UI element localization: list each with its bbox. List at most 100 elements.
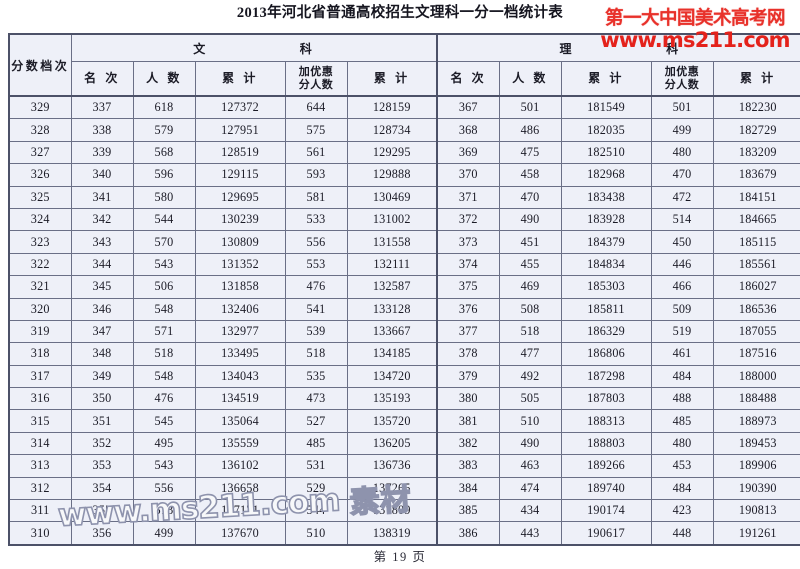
cell-grade: 314 [8, 431, 72, 456]
column-header-science-bonus: 加优惠 分人数 [650, 61, 714, 97]
cell-liberal-bonus: 539 [284, 319, 348, 344]
cell-science-bonus: 488 [650, 387, 714, 411]
cell-liberal-bonus: 556 [284, 230, 348, 254]
cell-liberal-cumulative: 135559 [194, 431, 286, 456]
cell-liberal-bonus: 644 [284, 95, 348, 120]
column-header-grade: 分数档次 [8, 33, 72, 97]
page-footer: 第 19 页 [373, 550, 427, 564]
column-header-science-count: 人 数 [498, 61, 562, 97]
cell-liberal-rank: 342 [70, 207, 134, 232]
table-row: 311 355 513 137171 544 137809 385 434 190174 423 1… [8, 499, 800, 523]
cell-science-bonus-cumulative: 190390 [712, 476, 800, 501]
cell-science-count: 486 [498, 118, 562, 142]
group-label-liberal-1: 文 [193, 41, 208, 56]
group-label-science-1: 理 [559, 41, 575, 56]
cell-liberal-rank: 339 [70, 140, 134, 165]
cell-liberal-bonus: 510 [284, 521, 348, 546]
cell-science-bonus: 485 [650, 409, 714, 433]
cell-liberal-cumulative: 133495 [194, 342, 286, 366]
cell-science-rank: 373 [436, 230, 500, 254]
cell-science-bonus-cumulative: 185561 [712, 252, 800, 277]
cell-liberal-count: 618 [132, 95, 196, 120]
table-row: 317 349 548 134043 535 134720 379 492 187298 484 1… [8, 364, 800, 389]
cell-grade: 316 [8, 387, 72, 411]
cell-science-count: 463 [498, 454, 562, 478]
cell-grade: 319 [8, 319, 72, 344]
cell-science-count: 501 [498, 95, 562, 120]
cell-science-bonus-cumulative: 188488 [712, 387, 800, 411]
cell-science-count: 443 [498, 521, 562, 546]
cell-grade: 320 [8, 297, 72, 321]
cell-grade: 326 [8, 163, 72, 187]
table-header-sub-row: 名 次 人 数 累 计 加优惠 分人数 累 计 名 次 人 数 累 计 加优惠 … [9, 61, 800, 97]
cell-liberal-cumulative: 134043 [194, 364, 286, 389]
cell-liberal-rank: 355 [70, 499, 134, 523]
table-row: 316 350 476 134519 473 135193 380 505 187803 488 1… [8, 387, 800, 411]
cell-science-bonus: 450 [650, 230, 714, 254]
cell-liberal-cumulative: 136658 [194, 476, 286, 501]
cell-liberal-cumulative: 136102 [194, 454, 286, 478]
table-head: 分数档次 文 科 理 科 名 次 [8, 33, 800, 97]
cell-liberal-rank: 348 [70, 342, 134, 366]
cell-grade: 310 [8, 521, 72, 546]
cell-science-cumulative: 190174 [560, 499, 652, 523]
cell-science-rank: 377 [436, 319, 500, 344]
cell-liberal-rank: 349 [70, 364, 134, 389]
cell-liberal-cumulative: 132977 [194, 319, 286, 344]
cell-liberal-count: 570 [132, 230, 196, 254]
table-row: 329 337 618 127372 644 128159 367 501 181549 501 1… [8, 95, 800, 120]
cell-science-bonus: 446 [650, 252, 714, 277]
cell-science-cumulative: 188803 [560, 431, 652, 456]
cell-science-bonus-cumulative: 188000 [712, 364, 800, 389]
cell-science-cumulative: 186806 [560, 342, 652, 366]
table-row: 318 348 518 133495 518 134185 378 477 186806 461 1… [8, 342, 800, 366]
cell-liberal-count: 548 [132, 297, 196, 321]
table-row: 313 353 543 136102 531 136736 383 463 189266 453 1… [8, 454, 800, 478]
column-group-header-liberal-arts: 文 科 [70, 33, 438, 62]
cell-science-rank: 375 [436, 275, 500, 299]
cell-liberal-cumulative: 137670 [194, 521, 286, 546]
cell-grade: 324 [8, 207, 72, 232]
cell-liberal-bonus-cumulative: 128159 [346, 95, 438, 120]
column-header-science-rank: 名 次 [436, 61, 500, 97]
cell-liberal-count: 548 [132, 364, 196, 389]
cell-liberal-bonus-cumulative: 133667 [346, 319, 438, 344]
table-row: 312 354 556 136658 529 137265 384 474 189740 484 1… [8, 476, 800, 501]
table-row: 322 344 543 131352 553 132111 374 455 184834 446 1… [8, 252, 800, 277]
cell-science-rank: 380 [436, 387, 500, 411]
cell-science-cumulative: 187803 [560, 387, 652, 411]
cell-science-cumulative: 186329 [560, 319, 652, 344]
cell-science-cumulative: 182510 [560, 140, 652, 165]
cell-liberal-bonus-cumulative: 132111 [346, 252, 438, 277]
cell-science-count: 477 [498, 342, 562, 366]
cell-liberal-bonus-cumulative: 137265 [346, 476, 438, 501]
cell-liberal-bonus-cumulative: 136205 [346, 431, 438, 456]
cell-liberal-cumulative: 130239 [194, 207, 286, 232]
cell-science-bonus: 480 [650, 431, 714, 456]
cell-liberal-rank: 353 [70, 454, 134, 478]
cell-science-count: 469 [498, 275, 562, 299]
cell-science-bonus: 466 [650, 275, 714, 299]
cell-liberal-bonus: 541 [284, 297, 348, 321]
cell-liberal-bonus: 575 [284, 118, 348, 142]
cell-science-cumulative: 190617 [560, 521, 652, 546]
cell-liberal-bonus-cumulative: 138319 [346, 521, 438, 546]
cell-liberal-bonus-cumulative: 128734 [346, 118, 438, 142]
cell-liberal-cumulative: 129695 [194, 185, 286, 209]
cell-liberal-bonus-cumulative: 133128 [346, 297, 438, 321]
cell-science-bonus-cumulative: 191261 [712, 521, 800, 546]
cell-grade: 318 [8, 342, 72, 366]
cell-science-count: 492 [498, 364, 562, 389]
cell-science-cumulative: 188313 [560, 409, 652, 433]
cell-liberal-bonus: 531 [284, 454, 348, 478]
cell-science-count: 458 [498, 163, 562, 187]
cell-science-rank: 383 [436, 454, 500, 478]
cell-liberal-count: 495 [132, 431, 196, 456]
cell-liberal-count: 571 [132, 319, 196, 344]
cell-liberal-count: 596 [132, 163, 196, 187]
cell-science-cumulative: 181549 [560, 95, 652, 120]
cell-science-bonus: 501 [650, 95, 714, 120]
cell-grade: 327 [8, 140, 72, 165]
cell-science-bonus: 448 [650, 521, 714, 546]
cell-liberal-bonus: 476 [284, 275, 348, 299]
